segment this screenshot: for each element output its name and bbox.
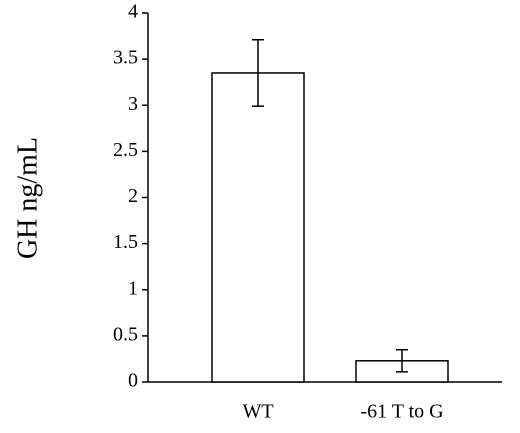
y-tick-label: 0 xyxy=(128,370,138,392)
y-axis-label: GH ng/mL xyxy=(12,137,43,259)
y-tick-label: 1 xyxy=(128,277,138,299)
y-tick-label: 2.5 xyxy=(113,139,138,161)
bar xyxy=(211,72,305,383)
x-tick-label: -61 T to G xyxy=(360,401,443,423)
x-tick-label: WT xyxy=(242,401,273,423)
y-tick-label: 0.5 xyxy=(113,323,138,345)
y-tick-label: 1.5 xyxy=(113,231,138,253)
y-tick-label: 3 xyxy=(128,93,138,115)
y-tick-label: 3.5 xyxy=(113,47,138,69)
y-tick-label: 2 xyxy=(128,185,138,207)
y-tick-label: 4 xyxy=(128,1,138,23)
